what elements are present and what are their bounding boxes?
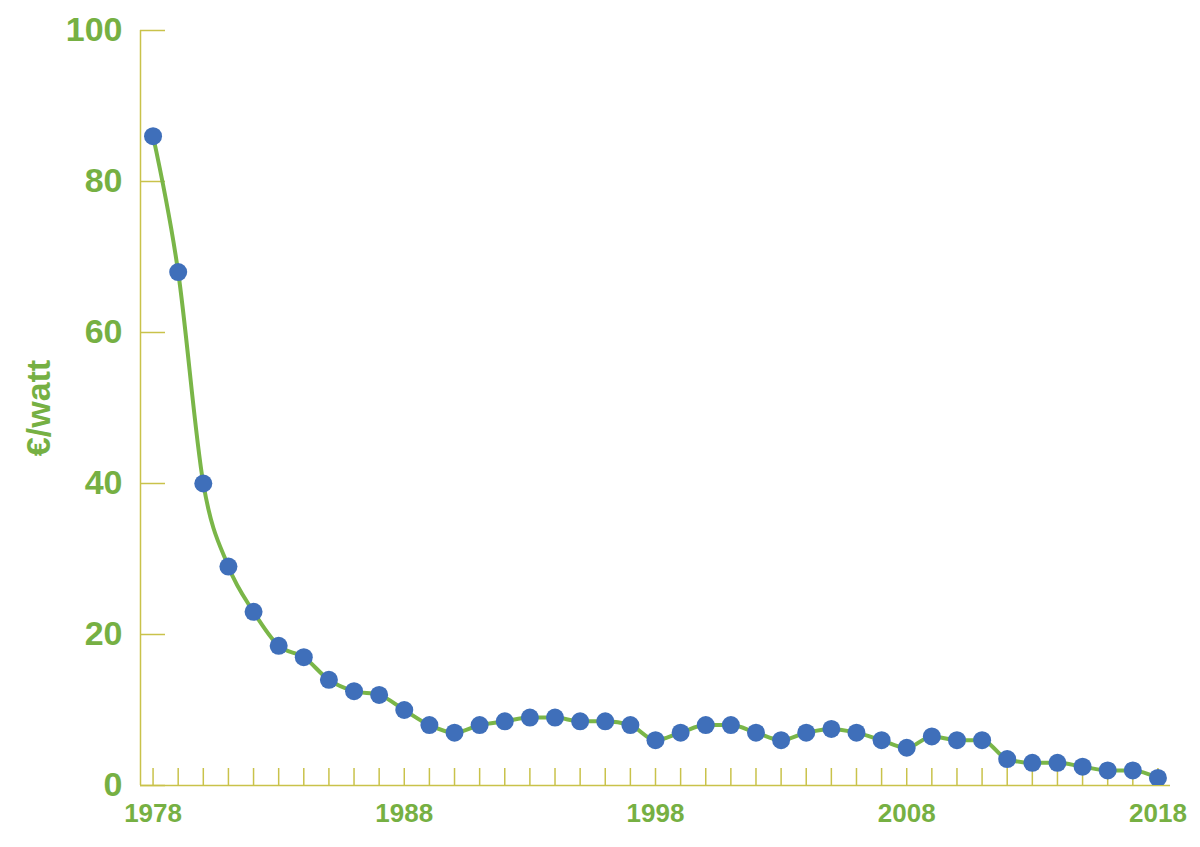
svg-text:1998: 1998 (627, 798, 685, 828)
svg-text:60: 60 (85, 312, 123, 350)
svg-text:€/watt: €/watt (19, 360, 57, 456)
svg-text:20: 20 (85, 614, 123, 652)
svg-text:1978: 1978 (124, 798, 182, 828)
svg-text:80: 80 (85, 161, 123, 199)
svg-text:40: 40 (85, 463, 123, 501)
svg-text:0: 0 (104, 765, 123, 803)
svg-text:100: 100 (66, 10, 123, 48)
svg-text:2008: 2008 (878, 798, 936, 828)
svg-text:2018: 2018 (1129, 798, 1187, 828)
svg-text:1988: 1988 (375, 798, 433, 828)
